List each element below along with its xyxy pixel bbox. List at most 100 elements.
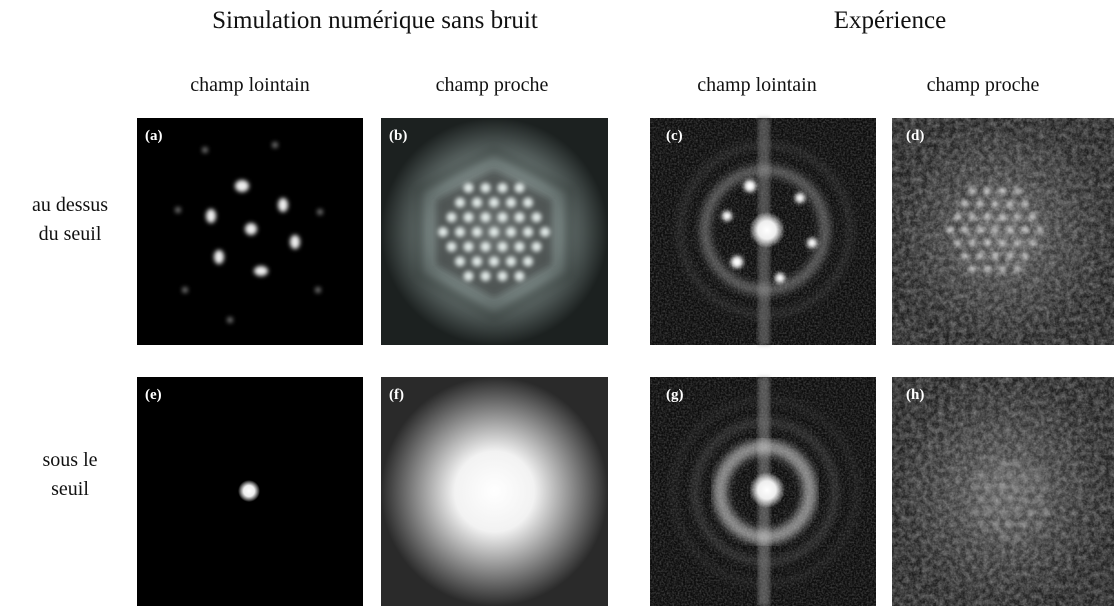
lattice-spot (1027, 484, 1035, 492)
lattice-spot (954, 213, 961, 221)
panel-image (137, 118, 363, 345)
lattice-spot (969, 239, 976, 247)
lattice-spot (472, 197, 482, 208)
panel-letter: (h) (906, 387, 924, 403)
lattice-spot (438, 227, 448, 237)
lattice-spot (984, 213, 991, 221)
lattice-spot (984, 239, 991, 247)
lattice-spot (463, 271, 474, 282)
lattice-spot (455, 197, 465, 208)
panel-image (381, 377, 608, 606)
lattice-spot (999, 265, 1006, 273)
panel-letter: (c) (666, 128, 683, 144)
lattice-spot (1020, 520, 1028, 528)
lattice-spot (480, 271, 491, 282)
lattice-spot (455, 227, 465, 237)
lattice-spot (472, 256, 482, 267)
lattice-spot (978, 520, 986, 528)
lattice-spot (969, 265, 976, 273)
lattice-spot (480, 241, 491, 252)
lattice-spot (969, 187, 976, 195)
lattice-spot (985, 484, 993, 492)
lattice-spot (1013, 484, 1021, 492)
lattice-spot (999, 460, 1007, 468)
lattice-spot (999, 239, 1006, 247)
lattice-spot (1013, 508, 1021, 516)
lattice-spot (1006, 200, 1014, 208)
lattice-spot (540, 227, 550, 237)
lattice-spot (472, 227, 482, 237)
lattice-spot (1021, 226, 1029, 234)
lattice-spot (1006, 252, 1014, 260)
lattice-spot (1029, 239, 1036, 247)
lattice-spot (480, 182, 491, 193)
lattice-spot (961, 226, 969, 234)
lattice-spot (514, 212, 525, 223)
lattice-spot (971, 508, 979, 516)
lattice-spot (1034, 520, 1042, 528)
panel-image (892, 377, 1114, 606)
lattice-spot (463, 241, 474, 252)
lattice-spot (531, 241, 542, 252)
lattice-spot (954, 239, 961, 247)
lattice-spot (976, 200, 984, 208)
lattice-spot (506, 227, 516, 237)
panel-letter: (e) (145, 387, 162, 403)
panel-image (137, 377, 363, 606)
lattice-spot (992, 472, 1000, 480)
lattice-spot (463, 212, 474, 223)
panel-letter: (d) (906, 128, 924, 144)
lattice-spot (1014, 187, 1021, 195)
lattice-spot (999, 213, 1006, 221)
row-label: sous le (43, 449, 98, 471)
panel-image (892, 118, 1114, 345)
lattice-spot (971, 484, 979, 492)
panel-letter: (b) (389, 128, 407, 144)
row-label: au dessus (32, 194, 108, 216)
lattice-spot (497, 212, 508, 223)
lattice-spot (991, 226, 999, 234)
column-label: champ lointain (697, 74, 816, 96)
lattice-spot (523, 227, 533, 237)
lattice-spot (999, 508, 1007, 516)
lattice-spot (523, 197, 533, 208)
lattice-spot (978, 496, 986, 504)
lattice-spot (1041, 508, 1049, 516)
lattice-spot (1027, 508, 1035, 516)
lattice-spot (1020, 472, 1028, 480)
lattice-spot (976, 226, 984, 234)
lattice-spot (463, 182, 474, 193)
lattice-spot (969, 213, 976, 221)
column-label: champ proche (927, 74, 1040, 96)
lattice-spot (497, 271, 508, 282)
panel-image (650, 377, 876, 606)
lattice-spot (1014, 265, 1021, 273)
lattice-spot (992, 496, 1000, 504)
lattice-spot (497, 182, 508, 193)
lattice-spot (1034, 472, 1042, 480)
lattice-spot (489, 227, 499, 237)
column-label: champ proche (436, 74, 549, 96)
lattice-spot (523, 256, 533, 267)
lattice-spot (999, 484, 1007, 492)
lattice-spot (455, 256, 465, 267)
lattice-spot (985, 508, 993, 516)
lattice-spot (961, 252, 969, 260)
lattice-spot (506, 197, 516, 208)
lattice-spot (1013, 532, 1021, 540)
lattice-spot (1006, 496, 1014, 504)
lattice-spot (489, 197, 499, 208)
lattice-spot (446, 212, 457, 223)
panel-image (381, 118, 608, 345)
lattice-spot (978, 472, 986, 480)
lattice-spot (1036, 226, 1044, 234)
lattice-spot (984, 187, 991, 195)
lattice-spot (1041, 484, 1049, 492)
row-label: seuil (51, 478, 89, 500)
group-title: Simulation numérique sans bruit (212, 7, 538, 34)
lattice-spot (446, 241, 457, 252)
group-title: Expérience (834, 7, 946, 34)
panel-letter: (a) (145, 128, 163, 144)
lattice-spot (1020, 496, 1028, 504)
